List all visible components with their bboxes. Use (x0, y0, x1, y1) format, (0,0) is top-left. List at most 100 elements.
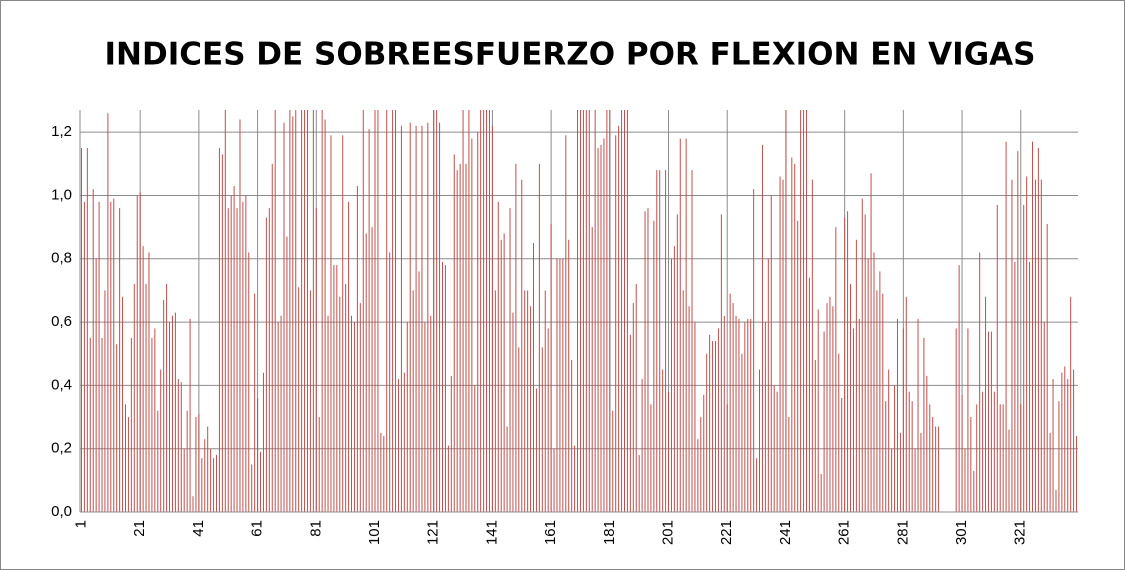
bar (239, 119, 241, 512)
bar (694, 322, 696, 512)
bar (935, 426, 937, 512)
bar (538, 163, 540, 512)
x-tick-label: 221 (718, 520, 735, 545)
bar (955, 328, 957, 512)
bar (262, 372, 264, 512)
bar (160, 369, 162, 512)
bar (321, 110, 323, 512)
bar (177, 379, 179, 512)
bar (339, 296, 341, 512)
y-tick-label: 1,2 (51, 123, 72, 140)
bar (268, 208, 270, 513)
bar (92, 189, 94, 513)
bar (1017, 151, 1019, 513)
bar (453, 154, 455, 513)
bar (594, 110, 596, 512)
bar (858, 318, 860, 512)
x-tick-label: 1 (72, 520, 89, 528)
bar (861, 198, 863, 512)
bar (113, 198, 115, 512)
bar (767, 258, 769, 512)
bar (1002, 404, 1004, 512)
bar (1029, 261, 1031, 512)
bar (894, 385, 896, 512)
bar (938, 426, 940, 512)
bar (1061, 372, 1063, 512)
bar (574, 445, 576, 512)
bar (996, 204, 998, 512)
bar (703, 394, 705, 512)
bar (905, 296, 907, 512)
bar (1052, 379, 1054, 512)
bar (151, 337, 153, 512)
bar (814, 360, 816, 512)
bar (676, 214, 678, 512)
bar (348, 201, 350, 512)
bar (295, 110, 297, 512)
bar (450, 375, 452, 512)
bar (979, 252, 981, 512)
bar (855, 239, 857, 512)
bar (289, 110, 291, 512)
bar (976, 404, 978, 512)
bar (174, 312, 176, 512)
bar (207, 426, 209, 512)
x-tick-label: 101 (366, 520, 383, 545)
bar (260, 451, 262, 512)
bar (154, 328, 156, 512)
bar (729, 293, 731, 512)
bar (788, 417, 790, 512)
bar (456, 170, 458, 513)
bar (465, 163, 467, 512)
bar (242, 201, 244, 512)
bar (759, 369, 761, 512)
bar (770, 195, 772, 512)
y-tick-label: 0,0 (51, 503, 72, 520)
bar (474, 385, 476, 512)
bar (852, 328, 854, 512)
bar (1070, 296, 1072, 512)
bar (682, 290, 684, 512)
bar (565, 135, 567, 513)
bar (521, 179, 523, 512)
bar (353, 322, 355, 512)
bar (515, 163, 517, 512)
bar (606, 110, 608, 512)
bar (477, 132, 479, 513)
bar (623, 110, 625, 512)
bar (844, 217, 846, 512)
bar (782, 179, 784, 512)
bar (163, 299, 165, 512)
bar (738, 318, 740, 512)
bar (98, 201, 100, 512)
bar (204, 439, 206, 512)
bar (274, 110, 276, 512)
bar (588, 110, 590, 512)
bar (330, 135, 332, 513)
bar (744, 322, 746, 512)
bar (418, 271, 420, 512)
bar (145, 284, 147, 512)
bar (221, 154, 223, 513)
bar (306, 110, 308, 512)
bar (374, 110, 376, 512)
bar (717, 328, 719, 512)
bar (122, 296, 124, 512)
bar (201, 458, 203, 512)
bar (621, 110, 623, 512)
bar (1008, 429, 1010, 512)
bar (254, 293, 256, 512)
y-tick-label: 0,6 (51, 313, 72, 330)
bar (392, 110, 394, 512)
x-tick-label: 61 (249, 520, 266, 537)
bar (990, 331, 992, 512)
bar (277, 322, 279, 512)
bar (447, 445, 449, 512)
bar (914, 448, 916, 512)
bar (723, 315, 725, 512)
bar (714, 341, 716, 512)
bar (709, 334, 711, 512)
bar (805, 110, 807, 512)
bar (926, 375, 928, 512)
bar (412, 290, 414, 512)
